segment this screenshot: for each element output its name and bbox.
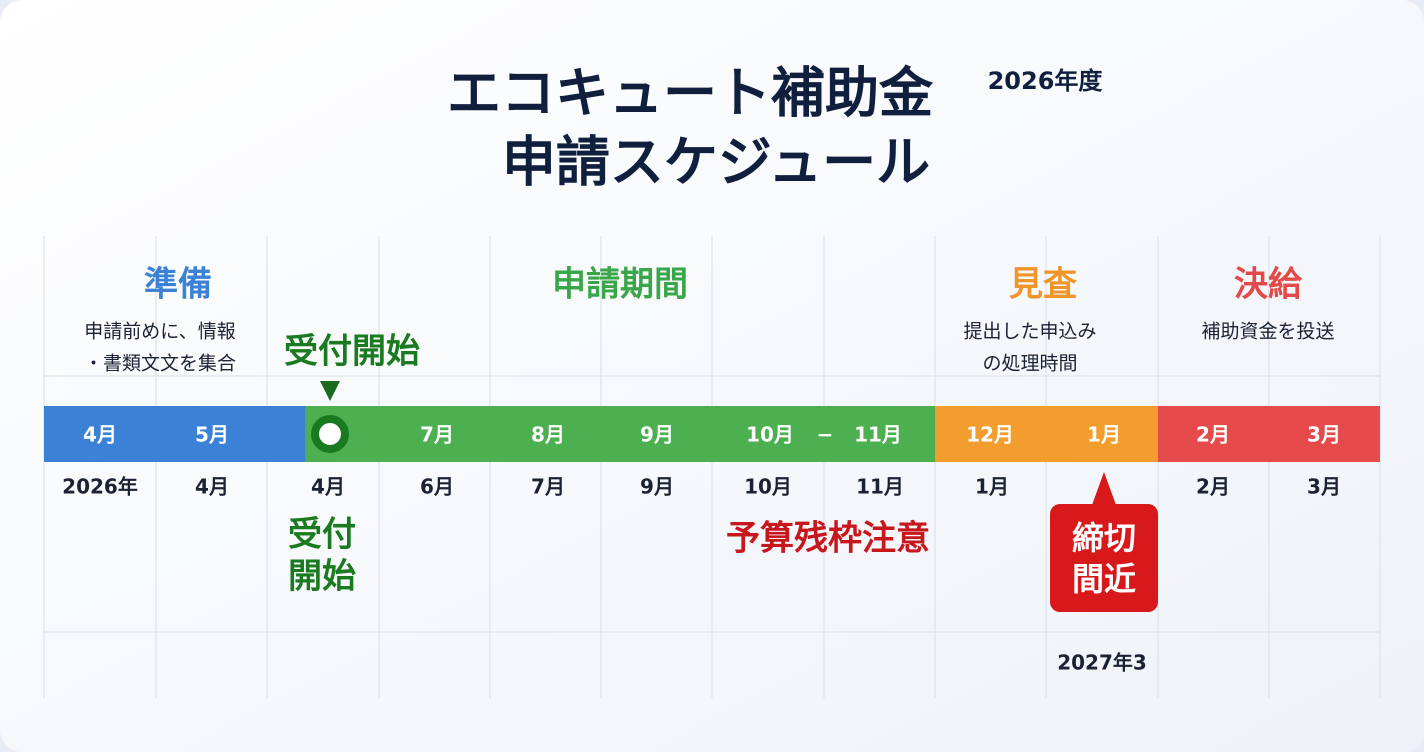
bar-apply: [305, 406, 935, 462]
row-label: 2026年: [62, 475, 138, 499]
start-note: 開始: [288, 557, 356, 597]
start-pointer: [320, 381, 340, 401]
phase-desc: の処理時間: [982, 353, 1077, 375]
bar-month: 11月: [854, 423, 902, 447]
phase-label: 決給: [1234, 265, 1303, 305]
bar-month: 8月: [531, 423, 565, 447]
row-label: 4月: [311, 475, 345, 499]
start-note: 受付: [288, 515, 356, 555]
bar-month: 12月: [966, 423, 1014, 447]
start-dot: [311, 415, 349, 453]
row-label: 9月: [640, 475, 674, 499]
bar-month: 1月: [1087, 423, 1121, 447]
callout-pointer: [1092, 472, 1116, 505]
budget-note: 予算残枠注意: [726, 519, 930, 559]
phase-desc: 提出した申込み: [963, 321, 1096, 343]
phase-desc: 補助資金を投送: [1201, 321, 1334, 343]
row-label: 6月: [420, 475, 454, 499]
title-sub: 申請スケジュール: [502, 131, 930, 194]
bar-month: 2月: [1196, 423, 1230, 447]
bar-month: 3月: [1307, 423, 1341, 447]
phase-label: 申請期間: [552, 265, 688, 305]
row-label: 3月: [1307, 475, 1341, 499]
deadline-note: 締切: [1072, 519, 1136, 557]
bar-month: 7月: [420, 423, 454, 447]
row-label: 10月: [744, 475, 792, 499]
row-label: 2月: [1196, 475, 1230, 499]
phase-label: 準備: [144, 265, 212, 305]
row-label: 4月: [195, 475, 229, 499]
bar-month: 4月: [83, 423, 117, 447]
title-main: エコキュート補助金: [447, 62, 934, 125]
title-year: 2026年度: [988, 67, 1104, 95]
bar-month: 9月: [640, 423, 674, 447]
row-label: 1月: [975, 475, 1009, 499]
bar-prep: [44, 406, 306, 462]
grid: [43, 236, 1381, 698]
row-label: 7月: [531, 475, 565, 499]
bar-month: 5月: [195, 423, 229, 447]
deadline-callout: [1050, 504, 1158, 612]
bar-month: −: [817, 423, 834, 447]
phase-desc: ・書類文文を集合: [84, 353, 236, 375]
bar-month: 10月: [746, 423, 794, 447]
start-label: 受付開始: [284, 332, 420, 372]
row-label: 11月: [856, 475, 904, 499]
phase-desc: 申請前めに、情報: [84, 321, 235, 343]
bar-pay: [1158, 406, 1380, 462]
deadline-note: 間近: [1072, 560, 1136, 598]
phase-label: 見査: [1009, 265, 1077, 305]
bar-review: [935, 406, 1158, 462]
end-note: 2027年3: [1057, 651, 1147, 675]
